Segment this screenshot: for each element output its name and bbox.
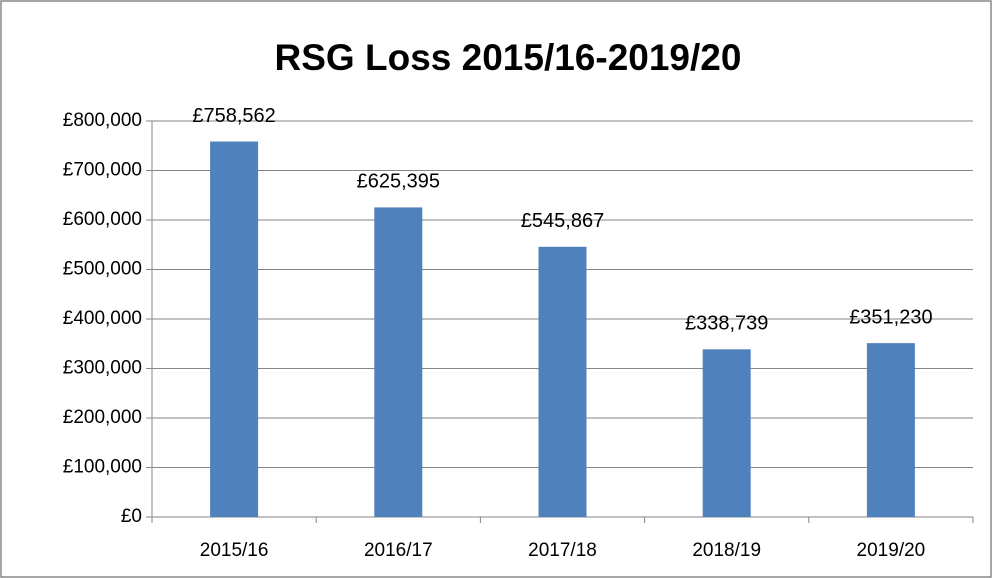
bar <box>702 349 751 517</box>
bar <box>210 141 259 517</box>
bar <box>374 207 423 517</box>
x-tick-label: 2015/16 <box>200 540 269 561</box>
y-tick-label: £400,000 <box>63 308 142 329</box>
y-tick-label: £100,000 <box>63 457 142 478</box>
x-tick-label: 2018/19 <box>692 540 761 561</box>
chart-title: RSG Loss 2015/16-2019/20 <box>275 37 742 78</box>
y-tick-label: £300,000 <box>63 358 142 379</box>
bar <box>866 343 915 517</box>
x-tick-label: 2017/18 <box>528 540 597 561</box>
bar <box>538 246 587 517</box>
data-label: £625,395 <box>357 171 440 193</box>
data-label: £338,739 <box>685 313 768 335</box>
x-tick-label: 2019/20 <box>857 540 926 561</box>
data-label: £758,562 <box>192 105 275 127</box>
x-tick-label: 2016/17 <box>364 540 433 561</box>
data-label: £545,867 <box>521 210 604 232</box>
y-tick-label: £200,000 <box>63 407 142 428</box>
y-tick-label: £800,000 <box>63 110 142 131</box>
y-tick-label: £0 <box>121 506 142 527</box>
data-label: £351,230 <box>849 306 932 328</box>
y-tick-label: £700,000 <box>63 160 142 181</box>
y-tick-label: £500,000 <box>63 259 142 280</box>
y-tick-label: £600,000 <box>63 209 142 230</box>
